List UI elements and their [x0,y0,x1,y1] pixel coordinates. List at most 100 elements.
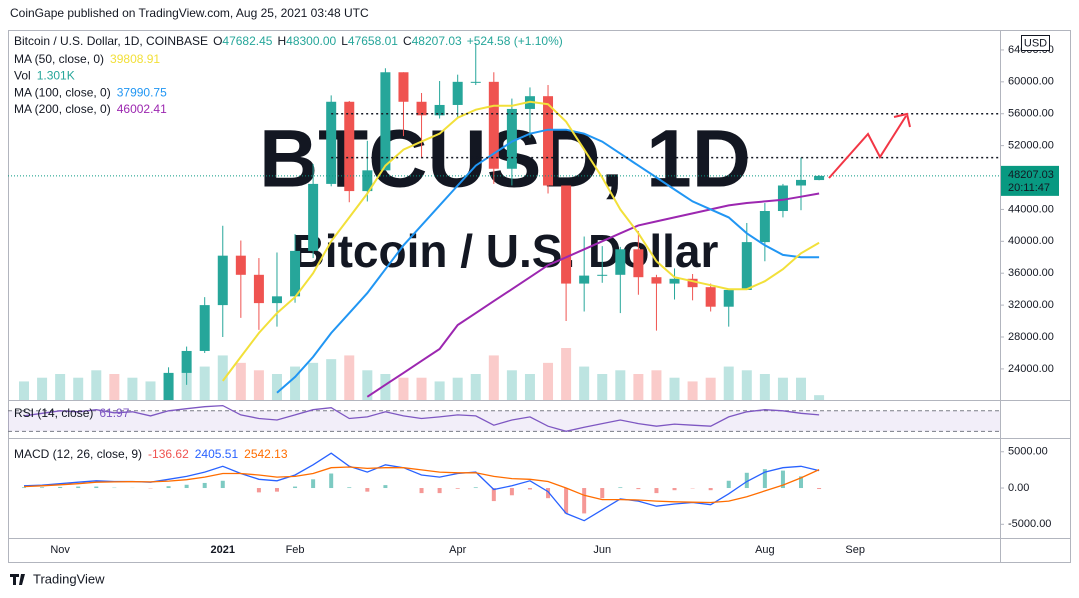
x-tick-label: Sep [845,544,865,556]
watermark: Bitcoin / U.S. Dollar [292,225,719,277]
candle-body [290,250,301,297]
y-tick-label: 36000.00 [1008,267,1054,279]
macd-histogram-bar [22,487,26,489]
candle-body [615,249,626,275]
macd-histogram-bar [618,487,623,489]
candle-body [669,278,680,284]
macd-histogram-bar [564,488,569,514]
macd-histogram-bar [762,469,767,489]
watermark: BTCUSD, 1D [259,114,751,205]
macd-histogram-bar [365,488,370,492]
legend-text: 37990.75 [117,86,167,100]
legend-row: MA (100, close, 0) 37990.75 [14,86,167,100]
moving-average-line [222,100,820,382]
volume-bar [759,374,770,400]
volume-bar [37,377,48,400]
candle-body [506,108,517,169]
candle-body [705,287,716,307]
y-tick-label: 24000.00 [1008,363,1054,375]
volume-bar [217,355,228,400]
candle-body [561,185,572,284]
legend-text: MA (200, close, 0) [14,102,111,116]
volume-bar [416,377,427,400]
legend-row: RSI (14, close) 61.97 [14,406,130,420]
legend-text: Bitcoin / U.S. Dollar, 1D, COINBASE [14,34,208,48]
countdown: 20:11:47 [1008,182,1050,194]
legend-text: Vol [14,69,31,83]
forecast-arrow [828,112,911,179]
legend-text: 1.301K [37,69,75,83]
y-tick-label: -5000.00 [1008,518,1051,530]
macd-histogram-bar [293,486,298,489]
price-pane: BTCUSD, 1D Bitcoin / U.S. Dollar [8,43,1000,400]
legend-text: 39808.91 [110,52,160,66]
publish-header: CoinGape published on TradingView.com, A… [10,6,369,20]
volume-bar [199,366,210,400]
legend-text: MA (50, close, 0) [14,52,104,66]
rsi-line [23,404,820,432]
x-tick-label: Nov [50,544,70,556]
candle-body [452,81,463,105]
macd-histogram-bar [817,488,822,490]
y-tick-label: 5000.00 [1008,446,1048,458]
legend-text: 48207.03 [412,34,462,48]
macd-histogram-bar [184,484,189,489]
macd-histogram-bar [311,479,316,489]
candle-body [796,179,807,186]
moving-average-line [366,192,820,398]
candle-body [633,249,644,278]
macd-histogram-bar [455,488,460,489]
macd-histogram-bar [708,488,713,491]
volume-bar [777,377,788,400]
macd-histogram-bar [780,470,785,489]
y-tick-label: 52000.00 [1008,140,1054,152]
volume-bar [597,374,608,400]
legend-text: 2405.51 [195,447,239,461]
volume-bar [651,370,662,400]
arrow-path [828,115,907,179]
legend-row: Vol 1.301K [14,69,75,83]
candle-body [163,372,174,400]
arrow-head [893,112,911,128]
volume-bar [741,370,752,400]
legend-text: 48300.00 [286,34,336,48]
candle-body [217,255,228,306]
candle-body [687,278,698,288]
rsi-band [8,410,1000,432]
macd-histogram-bar [799,476,804,489]
volume-bar [506,370,517,400]
candle-body [416,101,427,116]
macd-histogram-bar [76,486,81,489]
macd-histogram-bar [546,488,551,499]
macd-histogram-bar [437,488,442,494]
macd-histogram-bar [329,473,334,489]
x-tick-label: Feb [286,544,305,556]
volume-bar [633,374,644,400]
candle-body [723,289,734,307]
macd-histogram-bar [491,488,496,502]
legend-text: O [213,34,222,48]
macd-histogram-bar [202,482,207,489]
volume-bar [398,377,409,400]
candle-body [814,175,825,181]
candle-body [777,185,788,212]
volume-bar [109,374,120,400]
tradingview-logo: TradingView [10,571,105,586]
macd-histogram-bar [58,486,63,489]
macd-histogram-bar [509,488,514,496]
candle-body [543,96,554,186]
candle-body [597,274,608,276]
volume-bar [127,377,138,400]
macd-histogram-bar [672,488,677,491]
x-tick-label: Jun [593,544,611,556]
volume-bar [579,366,590,400]
chart-frame [8,30,1071,563]
legend-row: Bitcoin / U.S. Dollar, 1D, COINBASE O4768… [14,34,563,48]
volume-bar [308,362,319,400]
legend-text: RSI (14, close) [14,406,93,420]
moving-average-line [276,128,820,394]
rsi-pane [8,404,1000,432]
axes: 24000.00 28000.00 32000.00 36000.00 40000.00… [14,34,1059,556]
